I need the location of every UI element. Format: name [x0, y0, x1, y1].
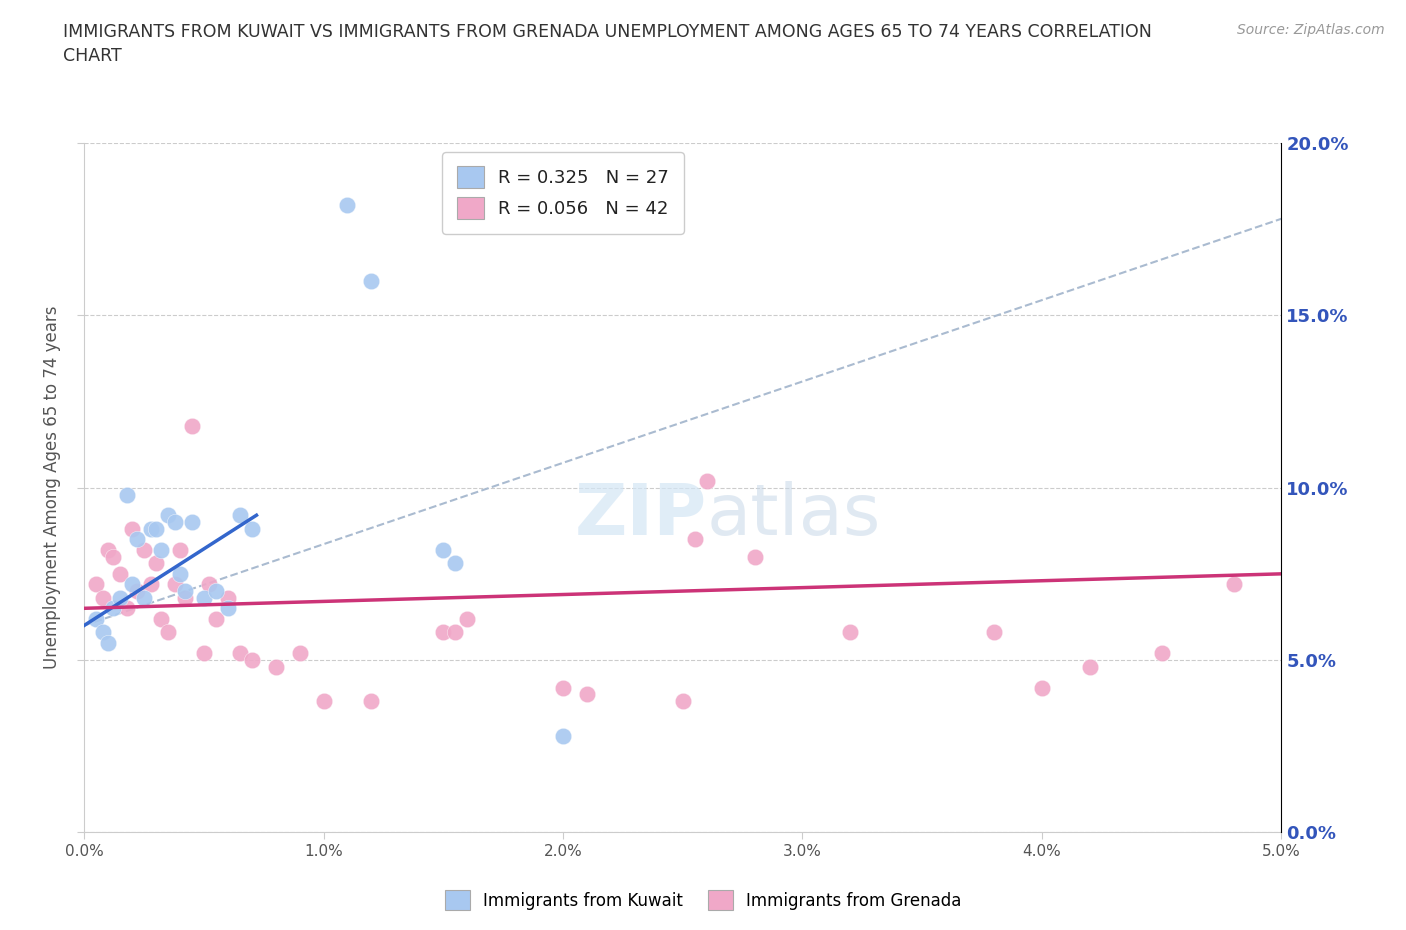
Y-axis label: Unemployment Among Ages 65 to 74 years: Unemployment Among Ages 65 to 74 years: [44, 306, 60, 670]
Point: [672, 694, 695, 709]
Point: [551, 680, 574, 695]
Point: [240, 653, 263, 668]
Legend: R = 0.325   N = 27, R = 0.056   N = 42: R = 0.325 N = 27, R = 0.056 N = 42: [443, 152, 683, 234]
Point: [839, 625, 862, 640]
Point: [240, 522, 263, 537]
Point: [193, 591, 215, 605]
Point: [180, 418, 202, 433]
Point: [101, 549, 124, 564]
Point: [180, 514, 202, 529]
Point: [84, 577, 107, 591]
Point: [132, 542, 155, 557]
Text: ZIP: ZIP: [575, 481, 707, 550]
Point: [193, 645, 215, 660]
Point: [444, 625, 467, 640]
Point: [156, 508, 179, 523]
Point: [91, 591, 114, 605]
Point: [360, 273, 382, 288]
Point: [139, 577, 162, 591]
Point: [264, 659, 287, 674]
Text: Source: ZipAtlas.com: Source: ZipAtlas.com: [1237, 23, 1385, 37]
Point: [204, 584, 226, 599]
Point: [163, 577, 186, 591]
Point: [683, 532, 706, 547]
Point: [149, 611, 172, 626]
Point: [145, 522, 167, 537]
Point: [217, 591, 239, 605]
Point: [288, 645, 311, 660]
Point: [983, 625, 1005, 640]
Point: [132, 591, 155, 605]
Point: [1222, 577, 1244, 591]
Point: [97, 635, 120, 650]
Point: [696, 473, 718, 488]
Point: [197, 577, 219, 591]
Point: [91, 625, 114, 640]
Point: [125, 532, 148, 547]
Point: [228, 645, 250, 660]
Point: [432, 625, 454, 640]
Point: [744, 549, 766, 564]
Point: [551, 728, 574, 743]
Point: [108, 566, 131, 581]
Text: atlas: atlas: [707, 481, 882, 550]
Point: [97, 542, 120, 557]
Point: [84, 611, 107, 626]
Point: [125, 584, 148, 599]
Point: [228, 508, 250, 523]
Point: [575, 687, 598, 702]
Point: [432, 542, 454, 557]
Point: [204, 611, 226, 626]
Point: [336, 197, 359, 212]
Point: [1078, 659, 1101, 674]
Point: [173, 584, 195, 599]
Point: [149, 542, 172, 557]
Point: [312, 694, 335, 709]
Point: [115, 487, 138, 502]
Point: [217, 601, 239, 616]
Point: [163, 514, 186, 529]
Legend: Immigrants from Kuwait, Immigrants from Grenada: Immigrants from Kuwait, Immigrants from …: [437, 884, 969, 917]
Point: [444, 556, 467, 571]
Point: [169, 566, 191, 581]
Point: [1150, 645, 1173, 660]
Point: [173, 591, 195, 605]
Point: [169, 542, 191, 557]
Point: [1031, 680, 1053, 695]
Point: [101, 601, 124, 616]
Point: [121, 577, 143, 591]
Point: [456, 611, 478, 626]
Point: [108, 591, 131, 605]
Text: IMMIGRANTS FROM KUWAIT VS IMMIGRANTS FROM GRENADA UNEMPLOYMENT AMONG AGES 65 TO : IMMIGRANTS FROM KUWAIT VS IMMIGRANTS FRO…: [63, 23, 1152, 65]
Point: [115, 601, 138, 616]
Point: [156, 625, 179, 640]
Point: [139, 522, 162, 537]
Point: [360, 694, 382, 709]
Point: [145, 556, 167, 571]
Point: [121, 522, 143, 537]
